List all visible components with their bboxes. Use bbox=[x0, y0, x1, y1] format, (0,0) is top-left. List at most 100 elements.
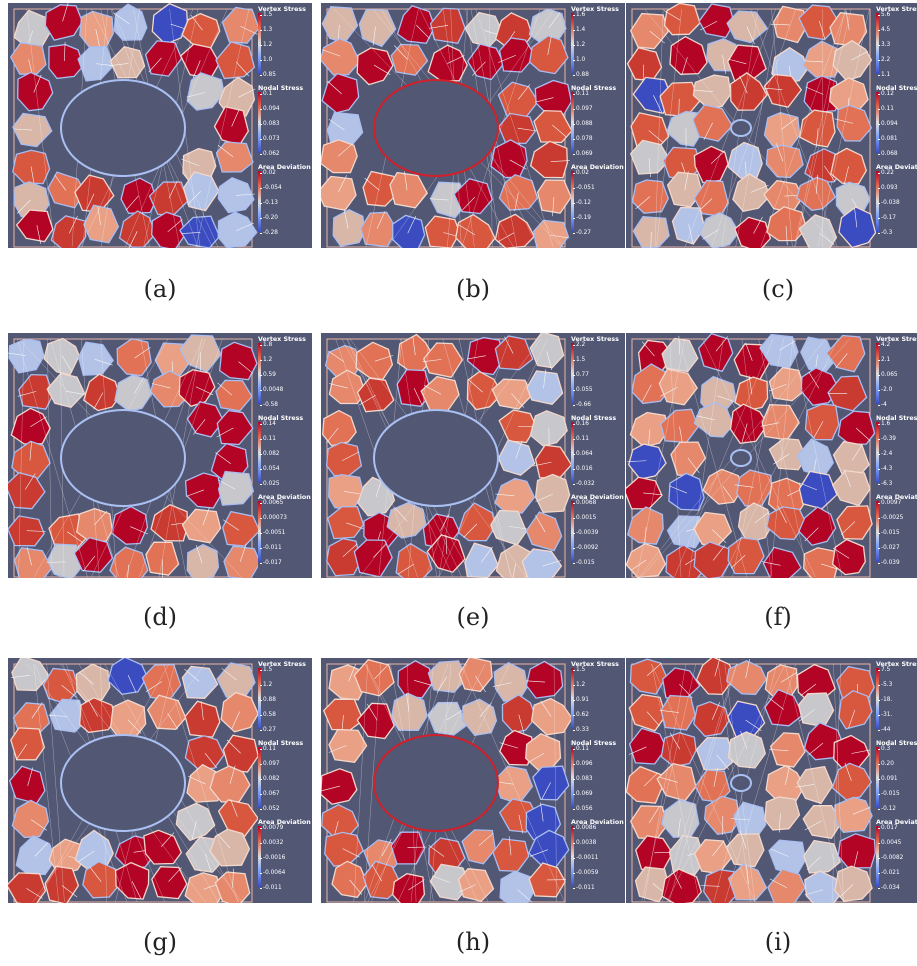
mesh-cell bbox=[17, 71, 54, 112]
mesh-cell bbox=[629, 411, 669, 448]
mesh-cell bbox=[322, 698, 364, 731]
mesh-edge bbox=[674, 338, 774, 578]
mesh-cell bbox=[8, 338, 45, 374]
colorbar-tick-label: 1.5 bbox=[259, 12, 273, 18]
colorbar-title: Area Deviation bbox=[571, 819, 624, 826]
mesh-cell bbox=[628, 727, 668, 765]
mesh-cell bbox=[143, 829, 183, 865]
mesh-edge bbox=[94, 358, 113, 366]
colorbar-tick-label: 1.6 bbox=[877, 421, 891, 427]
mesh-cell bbox=[533, 109, 571, 144]
mesh-cell bbox=[461, 829, 496, 865]
mesh-edge bbox=[424, 385, 442, 395]
colorbar-tick-label: 0.27 bbox=[260, 727, 276, 733]
colorbar-tick-label: -5.3 bbox=[877, 682, 893, 688]
mesh-edge bbox=[643, 663, 687, 903]
colorbar-tick-label: -0.58 bbox=[260, 402, 278, 408]
mesh-cell bbox=[663, 3, 701, 36]
mesh-cell bbox=[796, 176, 837, 211]
mesh-edge bbox=[795, 8, 852, 248]
mesh-edge bbox=[148, 57, 162, 73]
colorbar-tick-label: 1.1 bbox=[877, 72, 891, 78]
colorbar-tick-label: 0.064 bbox=[573, 451, 593, 457]
mesh-cell bbox=[726, 660, 768, 696]
colorbar-tick-label: 0.068 bbox=[878, 151, 898, 157]
mesh-edge bbox=[745, 659, 750, 678]
mesh-edge bbox=[408, 879, 425, 891]
mesh-cell bbox=[466, 43, 505, 81]
mesh-edge bbox=[750, 184, 769, 193]
mesh-edge bbox=[181, 158, 200, 167]
colorbar-tick-label: 0.078 bbox=[573, 136, 593, 142]
mesh-edge bbox=[799, 482, 818, 491]
mesh-cell bbox=[362, 170, 401, 207]
mesh-edge bbox=[226, 739, 241, 754]
mesh-edge bbox=[806, 856, 821, 870]
mesh-edge bbox=[338, 175, 347, 193]
mesh-cell bbox=[223, 545, 258, 578]
mesh-hole bbox=[373, 409, 499, 507]
mesh-edge bbox=[200, 701, 204, 721]
mesh-cell bbox=[671, 206, 706, 245]
mesh-edge bbox=[78, 850, 95, 862]
mesh-cell bbox=[184, 700, 221, 738]
mesh-cell bbox=[8, 765, 46, 805]
mesh-edge bbox=[535, 493, 554, 502]
mesh-cell bbox=[44, 865, 80, 903]
colorbar-legend: Vertex Stress7.5 -5.3 -18. -31. -44 Nodal Str… bbox=[876, 661, 917, 901]
mesh-edge bbox=[741, 338, 773, 578]
mesh-cell bbox=[186, 400, 225, 438]
mesh-cell bbox=[804, 870, 845, 903]
mesh-cell bbox=[798, 506, 837, 546]
mesh-edge bbox=[328, 745, 347, 753]
colorbar-title: Nodal Stress bbox=[571, 85, 617, 92]
mesh-edge bbox=[31, 819, 48, 831]
colorbar-tick-label: 0.3 bbox=[877, 746, 891, 752]
mesh-edge bbox=[856, 427, 871, 442]
colorbar-tick-label: -0.011 bbox=[573, 885, 595, 891]
colorbar-tick-label: 0.1 bbox=[259, 91, 273, 97]
mesh-edge bbox=[684, 171, 689, 191]
mesh-edge bbox=[650, 231, 652, 248]
mesh-cell bbox=[11, 658, 50, 692]
mesh-cell bbox=[10, 727, 46, 761]
mesh-edge bbox=[342, 451, 360, 461]
mesh-edge bbox=[127, 719, 142, 734]
mesh-edge bbox=[349, 879, 363, 895]
mesh-edge bbox=[669, 338, 682, 578]
mesh-cell bbox=[692, 74, 732, 110]
mesh-edge bbox=[67, 531, 84, 543]
mesh-edge bbox=[61, 355, 73, 373]
mesh-cell bbox=[75, 663, 111, 703]
mesh-edge bbox=[722, 486, 735, 502]
mesh-cell bbox=[734, 216, 772, 248]
mesh-cell bbox=[796, 438, 835, 478]
colorbar-tick-label: -0.015 bbox=[573, 560, 595, 566]
colorbar-tick-label: 0.093 bbox=[878, 185, 898, 191]
panel-c: Vertex Stress5.6 4.5 3.3 2.2 1.1 Nodal Stress… bbox=[626, 3, 917, 248]
mesh-edge bbox=[517, 889, 532, 903]
colorbar-tick-label: -0.0059 bbox=[572, 870, 599, 876]
mesh-edge bbox=[235, 193, 256, 196]
colorbar-tick-label: 2.1 bbox=[877, 357, 891, 363]
colorbar-gradient bbox=[876, 171, 879, 232]
mesh-edge bbox=[54, 174, 67, 191]
mesh-edge bbox=[769, 749, 789, 752]
colorbar-tick-label: -0.034 bbox=[878, 885, 900, 891]
mesh-cell bbox=[803, 839, 842, 874]
colorbar-gradient bbox=[571, 501, 574, 562]
mesh-hole bbox=[730, 119, 752, 137]
mesh-edge bbox=[461, 196, 476, 212]
colorbar-title: Vertex Stress bbox=[258, 6, 306, 13]
colorbar-tick-label: -31. bbox=[877, 712, 893, 718]
mesh-edge bbox=[346, 522, 365, 530]
mesh-cell bbox=[9, 41, 47, 75]
mesh-cell bbox=[83, 204, 120, 244]
mesh-edge bbox=[168, 180, 178, 199]
colorbar-legend: Vertex Stress 1.6 1.4 1.2 1.0 0.88 Nodal Stres… bbox=[571, 6, 625, 246]
mesh-edge bbox=[761, 561, 781, 566]
mesh-edge bbox=[527, 753, 545, 763]
colorbar-title: Nodal Stress bbox=[876, 85, 917, 92]
mesh-cell bbox=[831, 538, 866, 576]
mesh-cell bbox=[629, 658, 668, 695]
